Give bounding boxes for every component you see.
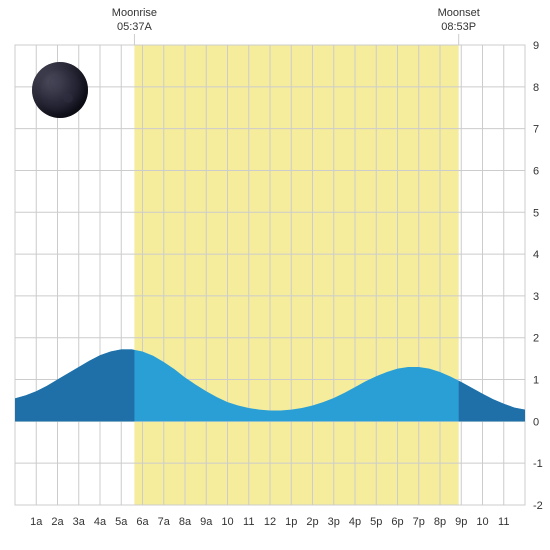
svg-text:2p: 2p	[306, 516, 318, 528]
svg-text:05:37A: 05:37A	[117, 21, 153, 33]
svg-text:6: 6	[533, 165, 539, 177]
svg-text:5: 5	[533, 207, 539, 219]
svg-text:8p: 8p	[434, 516, 446, 528]
tide-chart-container: -2-101234567891a2a3a4a5a6a7a8a9a1011121p…	[0, 0, 550, 550]
svg-text:7a: 7a	[158, 516, 171, 528]
svg-text:5a: 5a	[115, 516, 128, 528]
svg-text:11: 11	[243, 516, 254, 528]
svg-text:9p: 9p	[455, 516, 467, 528]
svg-text:3p: 3p	[328, 516, 340, 528]
svg-text:10: 10	[221, 516, 233, 528]
svg-text:-2: -2	[533, 500, 543, 512]
svg-text:8a: 8a	[179, 516, 192, 528]
svg-text:7p: 7p	[413, 516, 425, 528]
svg-text:Moonset: Moonset	[438, 7, 480, 19]
svg-text:9a: 9a	[200, 516, 213, 528]
svg-text:0: 0	[533, 416, 539, 428]
svg-text:4a: 4a	[94, 516, 107, 528]
svg-text:3a: 3a	[73, 516, 86, 528]
svg-text:1p: 1p	[285, 516, 297, 528]
svg-text:10: 10	[476, 516, 488, 528]
svg-text:9: 9	[533, 40, 539, 52]
svg-text:12: 12	[264, 516, 276, 528]
svg-text:11: 11	[498, 516, 509, 528]
svg-text:4: 4	[533, 249, 539, 261]
svg-text:4p: 4p	[349, 516, 361, 528]
svg-text:6p: 6p	[391, 516, 403, 528]
svg-text:6a: 6a	[136, 516, 149, 528]
svg-text:1: 1	[533, 375, 539, 387]
svg-text:2: 2	[533, 333, 539, 345]
svg-text:7: 7	[533, 124, 539, 136]
svg-text:8: 8	[533, 82, 539, 94]
svg-text:2a: 2a	[51, 516, 64, 528]
svg-text:08:53P: 08:53P	[441, 21, 476, 33]
moon-phase-icon	[32, 62, 88, 118]
svg-text:1a: 1a	[30, 516, 43, 528]
svg-text:5p: 5p	[370, 516, 382, 528]
svg-text:3: 3	[533, 291, 539, 303]
svg-text:-1: -1	[533, 458, 543, 470]
svg-text:Moonrise: Moonrise	[112, 7, 157, 19]
